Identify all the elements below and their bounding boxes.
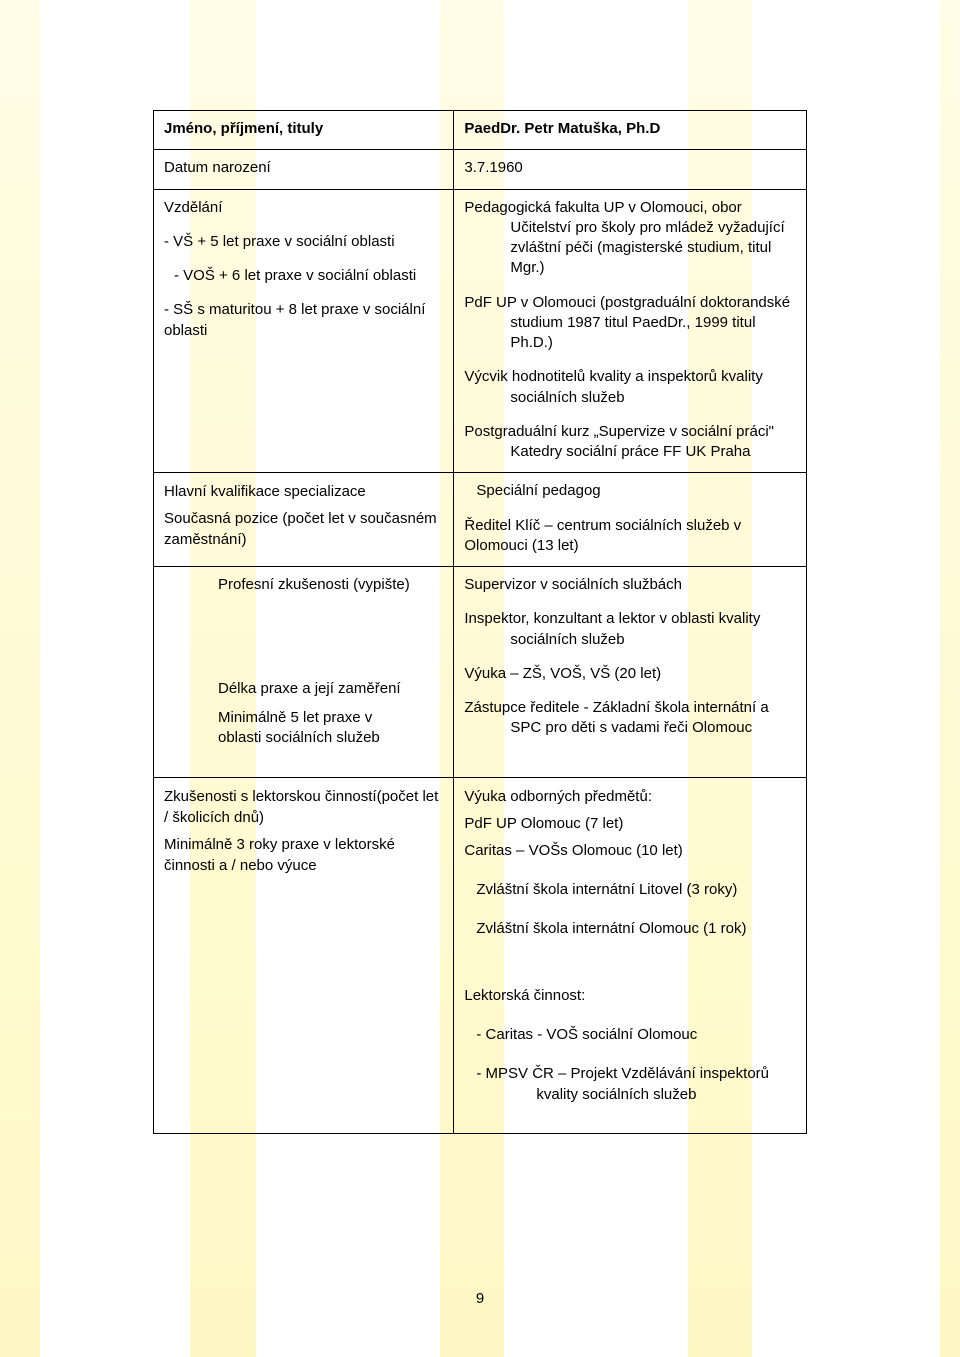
text: PdF UP Olomouc (7 let)	[464, 813, 796, 834]
text: Zvláštní škola internátní Litovel (3 rok…	[464, 879, 796, 900]
text: - VOŠ + 6 let praxe v sociální oblasti	[164, 266, 443, 286]
page-number: 9	[0, 1290, 960, 1307]
text: Ředitel Klíč – centrum sociálních služeb…	[464, 516, 796, 557]
text: Zástupce ředitele - Základní škola inter…	[464, 698, 796, 739]
text: Caritas – VOŠs Olomouc (10 let)	[464, 840, 796, 861]
text: - SŠ s maturitou + 8 let praxe v sociáln…	[164, 300, 443, 341]
cell-label: Jméno, příjmení, tituly	[154, 111, 454, 150]
cell-value: Výuka odborných předmětů: PdF UP Olomouc …	[454, 777, 807, 1133]
cell-value: PaedDr. Petr Matuška, Ph.D	[454, 111, 807, 150]
cell-label: Datum narození	[154, 150, 454, 189]
cell-value: Supervizor v sociálních službách Inspekto…	[454, 567, 807, 778]
table-row: Datum narození 3.7.1960	[154, 150, 807, 189]
text: Zkušenosti s lektorskou činností(počet l…	[164, 786, 443, 828]
table-row: Hlavní kvalifikace specializace Současná …	[154, 473, 807, 567]
text: Minimálně 3 roky praxe v lektorské činno…	[164, 834, 443, 876]
table-row: Vzdělání - VŠ + 5 let praxe v sociální ob…	[154, 189, 807, 473]
text: Profesní zkušenosti (vypište)	[164, 575, 443, 595]
cell-value: Speciální pedagog Ředitel Klíč – centrum …	[454, 473, 807, 567]
cv-table: Jméno, příjmení, tituly PaedDr. Petr Matu…	[153, 110, 807, 1134]
text: 3.7.1960	[464, 159, 522, 176]
text: Délka praxe a její zaměření	[164, 679, 443, 699]
text: Výcvik hodnotitelů kvality a inspektorů …	[464, 367, 796, 408]
cell-label: Vzdělání - VŠ + 5 let praxe v sociální ob…	[154, 189, 454, 473]
text: Inspektor, konzultant a lektor v oblasti…	[464, 609, 796, 650]
text: - VŠ + 5 let praxe v sociální oblasti	[164, 232, 443, 252]
text: - MPSV ČR – Projekt Vzdělávání inspektor…	[464, 1063, 796, 1105]
cell-label: Zkušenosti s lektorskou činností(počet l…	[154, 777, 454, 1133]
cell-value: Pedagogická fakulta UP v Olomouci, obor …	[454, 189, 807, 473]
text: Současná pozice (počet let v současném z…	[164, 508, 443, 550]
table-row: Zkušenosti s lektorskou činností(počet l…	[154, 777, 807, 1133]
text: Datum narození	[164, 159, 271, 176]
text: Postgraduální kurz „Supervize v sociální…	[464, 422, 796, 463]
text: - Caritas - VOŠ sociální Olomouc	[464, 1024, 796, 1045]
text: Minimálně 5 let praxe v	[164, 708, 443, 728]
text: Zvláštní škola internátní Olomouc (1 rok…	[464, 918, 796, 939]
cell-label: Hlavní kvalifikace specializace Současná …	[154, 473, 454, 567]
table-row: Profesní zkušenosti (vypište) Délka praxe…	[154, 567, 807, 778]
cell-label: Profesní zkušenosti (vypište) Délka praxe…	[154, 567, 454, 778]
text: Pedagogická fakulta UP v Olomouci, obor …	[464, 198, 796, 279]
text: Vzdělání	[164, 198, 443, 218]
table-row: Jméno, příjmení, tituly PaedDr. Petr Matu…	[154, 111, 807, 150]
cell-value: 3.7.1960	[454, 150, 807, 189]
text: Jméno, příjmení, tituly	[164, 120, 323, 137]
text: PaedDr. Petr Matuška, Ph.D	[464, 120, 660, 137]
text: Supervizor v sociálních službách	[464, 575, 796, 595]
text: oblasti sociálních služeb	[164, 728, 443, 748]
text: Speciální pedagog	[464, 481, 796, 501]
text: Výuka odborných předmětů:	[464, 786, 796, 807]
text: PdF UP v Olomouci (postgraduální doktora…	[464, 293, 796, 354]
text: Hlavní kvalifikace specializace	[164, 481, 443, 502]
text: Lektorská činnost:	[464, 985, 796, 1006]
document-page: Jméno, příjmení, tituly PaedDr. Petr Matu…	[0, 0, 960, 1134]
text: Výuka – ZŠ, VOŠ, VŠ (20 let)	[464, 664, 796, 684]
